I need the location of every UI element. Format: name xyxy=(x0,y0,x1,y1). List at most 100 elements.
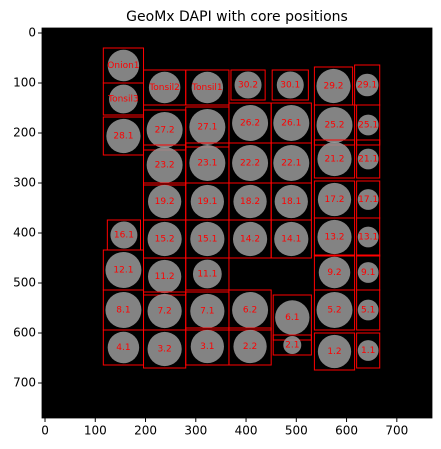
tissue-core xyxy=(232,145,269,181)
core-label: 3.2 xyxy=(157,345,171,355)
tissue-core xyxy=(357,262,379,283)
tissue-core xyxy=(274,184,308,219)
core-box xyxy=(356,217,381,257)
tissue-core xyxy=(190,184,224,219)
tissue-core xyxy=(317,141,352,177)
core-label: 22.1 xyxy=(281,159,301,169)
core-label: 11.1 xyxy=(197,270,217,280)
tissue-core xyxy=(283,336,302,354)
core-label: 26.1 xyxy=(281,119,301,129)
x-tick-label: 300 xyxy=(184,424,207,438)
tissue-core xyxy=(147,221,182,257)
core-box xyxy=(270,219,312,259)
core-label: 1.1 xyxy=(361,346,375,356)
core-label: 29.1 xyxy=(357,81,377,91)
core-label: 18.1 xyxy=(281,197,301,207)
tissue-core xyxy=(189,145,226,181)
tissue-core xyxy=(317,182,352,217)
y-tick-label: 200 xyxy=(13,126,36,140)
core-box xyxy=(356,139,381,179)
core-label: 19.2 xyxy=(155,197,175,207)
core-label: 25.1 xyxy=(358,121,378,131)
x-tick-label: 700 xyxy=(385,424,408,438)
tissue-core xyxy=(316,107,353,143)
core-label: 13.1 xyxy=(358,233,378,243)
core-label: 13.2 xyxy=(324,233,344,243)
y-tick-label: 600 xyxy=(13,326,36,340)
core-label: 2.1 xyxy=(285,341,299,351)
tissue-core xyxy=(276,71,304,99)
y-tick-label: 400 xyxy=(13,226,36,240)
core-label: 23.2 xyxy=(155,161,175,171)
core-label: 1.2 xyxy=(327,347,341,357)
core-label: 15.1 xyxy=(197,235,217,245)
core-box xyxy=(313,332,356,371)
core-box xyxy=(185,257,230,291)
tissue-core xyxy=(317,334,352,369)
core-label: Tonsil3 xyxy=(107,95,139,105)
y-tick-label: 500 xyxy=(13,276,36,290)
x-tick-label: 400 xyxy=(235,424,258,438)
y-tick-label: 0 xyxy=(28,26,36,40)
core-label: Onion1 xyxy=(107,61,139,71)
core-box xyxy=(271,69,309,101)
tissue-core xyxy=(275,300,310,335)
core-label: 14.1 xyxy=(281,235,301,245)
tissue-core xyxy=(107,49,140,82)
core-label: 21.2 xyxy=(324,155,344,165)
core-label: 4.1 xyxy=(116,343,130,353)
core-label: 22.2 xyxy=(240,159,260,169)
tissue-core xyxy=(355,73,379,97)
core-label: 8.1 xyxy=(116,306,130,316)
core-label: 23.1 xyxy=(197,159,217,169)
core-label: 7.1 xyxy=(200,307,214,317)
core-label: 17.2 xyxy=(324,195,344,205)
core-label: 15.2 xyxy=(155,235,175,245)
core-label: 27.2 xyxy=(155,126,175,136)
tissue-core xyxy=(147,259,182,294)
tissue-core xyxy=(105,252,142,288)
core-label: 12.1 xyxy=(113,266,133,276)
core-label: 18.2 xyxy=(240,197,260,207)
tissue-core xyxy=(316,292,353,328)
tissue-core xyxy=(316,68,351,104)
core-box xyxy=(228,327,272,366)
tissue-core xyxy=(232,292,269,328)
tissue-core xyxy=(232,105,269,141)
core-label: 19.1 xyxy=(197,197,217,207)
core-label: 5.1 xyxy=(361,306,375,316)
core-label: 27.1 xyxy=(197,123,217,133)
core-box xyxy=(356,104,381,146)
tissue-core xyxy=(232,221,268,257)
core-label: 30.1 xyxy=(280,81,300,91)
core-label: 28.1 xyxy=(113,132,133,142)
y-tick-label: 300 xyxy=(13,176,36,190)
tissue-core xyxy=(317,219,352,255)
core-box xyxy=(272,334,312,356)
tissue-core xyxy=(233,184,267,219)
core-label: 9.2 xyxy=(327,268,341,278)
core-box xyxy=(356,332,381,369)
core-label: 14.2 xyxy=(240,235,260,245)
core-label: 26.2 xyxy=(240,119,260,129)
tissue-core xyxy=(191,71,224,104)
tissue-core xyxy=(357,114,379,136)
core-label: 25.2 xyxy=(324,121,344,131)
core-box xyxy=(185,69,230,106)
tissue-core xyxy=(190,329,224,364)
core-label: 30.2 xyxy=(238,81,258,91)
plot-frame xyxy=(41,27,433,419)
y-tick-label: 100 xyxy=(13,76,36,90)
tissue-core xyxy=(148,71,181,104)
core-label: 21.1 xyxy=(358,155,378,165)
tissue-core xyxy=(190,293,225,329)
x-tick-label: 0 xyxy=(41,424,49,438)
x-tick-label: 500 xyxy=(285,424,308,438)
tissue-core xyxy=(233,329,267,364)
tissue-core xyxy=(109,84,138,114)
core-box xyxy=(313,289,356,331)
core-box xyxy=(230,69,266,101)
tissue-core xyxy=(110,221,138,249)
tissue-core xyxy=(107,331,140,364)
